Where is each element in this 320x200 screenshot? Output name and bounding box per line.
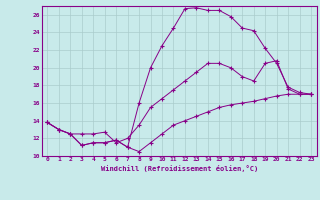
X-axis label: Windchill (Refroidissement éolien,°C): Windchill (Refroidissement éolien,°C) <box>100 165 258 172</box>
